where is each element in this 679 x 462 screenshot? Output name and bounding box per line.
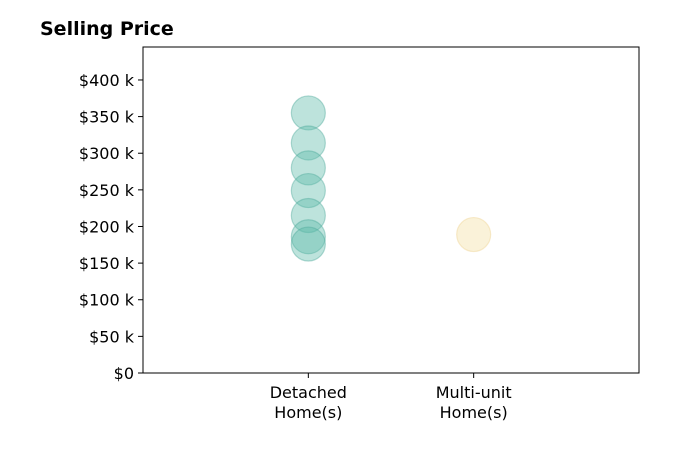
y-tick-label: $0 <box>114 364 134 383</box>
y-tick-label: $300 k <box>79 144 135 163</box>
x-tick-label: Home(s) <box>274 403 342 422</box>
data-point <box>456 216 492 253</box>
x-tick-label: Multi-unit <box>436 383 512 402</box>
data-point <box>290 219 326 255</box>
chart-title: Selling Price <box>40 18 174 40</box>
data-point <box>290 95 326 131</box>
data-point <box>290 172 326 209</box>
plot-frame <box>142 46 640 374</box>
y-tick-label: $200 k <box>79 217 135 236</box>
y-tick-label: $50 k <box>89 327 135 346</box>
y-tick-label: $350 k <box>79 108 135 127</box>
x-tick-label: Detached <box>270 383 347 402</box>
data-point <box>290 226 326 262</box>
data-point <box>290 125 326 161</box>
y-tick-label: $250 k <box>79 181 135 200</box>
y-tick-label: $400 k <box>79 71 135 90</box>
y-tick-label: $100 k <box>79 291 135 310</box>
y-tick-label: $150 k <box>79 254 135 273</box>
data-point <box>290 197 326 234</box>
data-point <box>290 150 326 186</box>
x-tick-label: Home(s) <box>440 403 508 422</box>
